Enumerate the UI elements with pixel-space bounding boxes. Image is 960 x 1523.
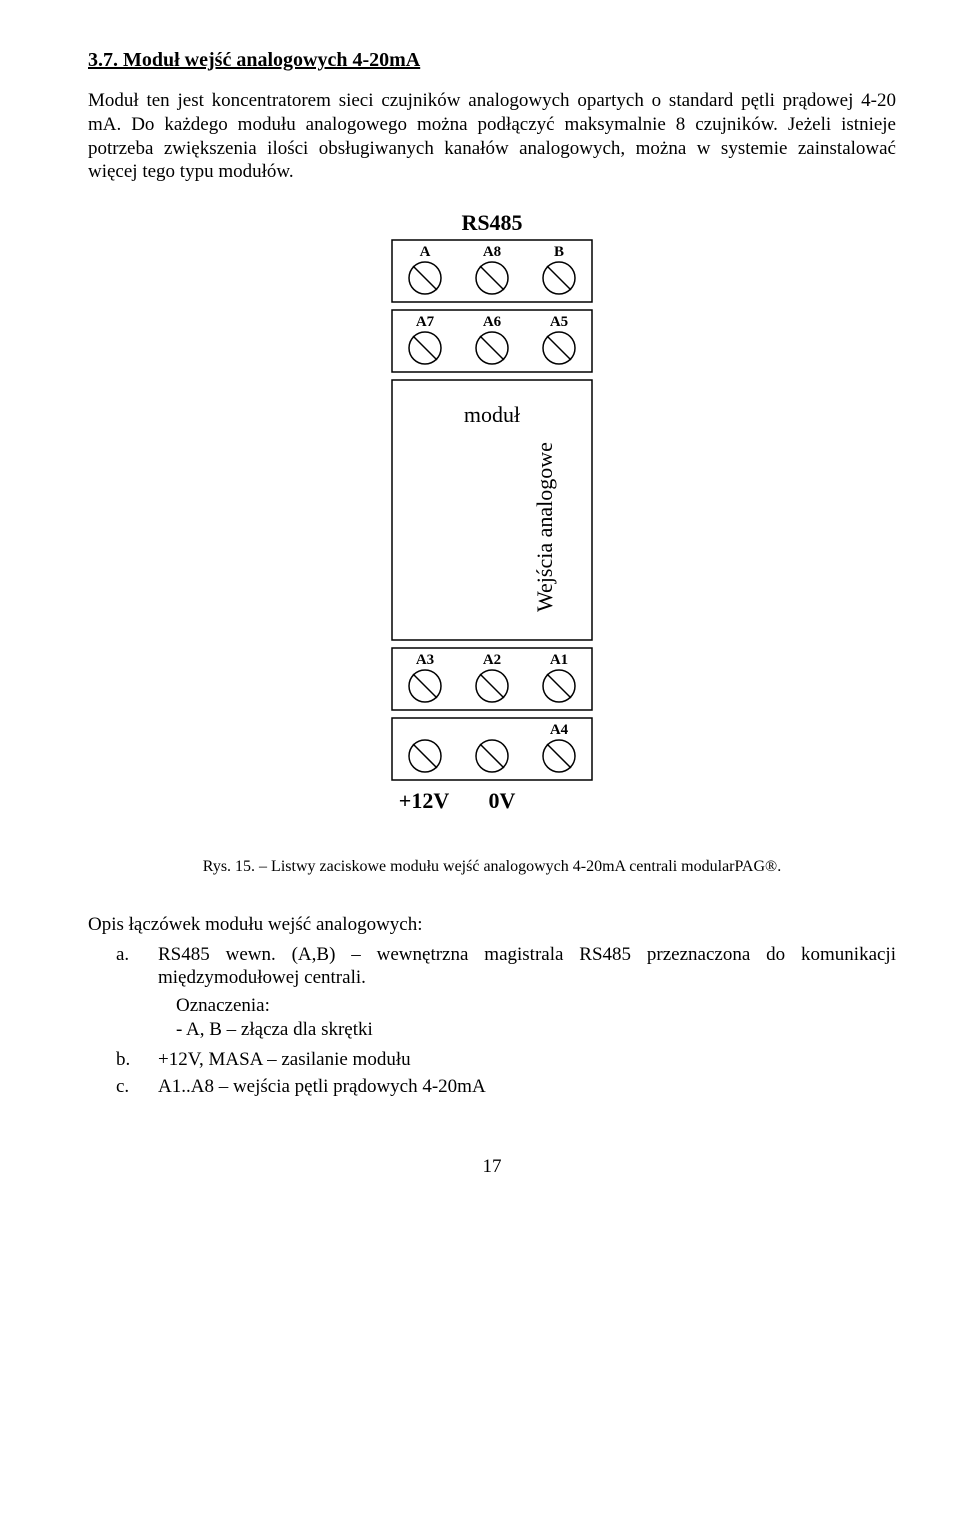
svg-text:A1: A1 <box>550 652 568 668</box>
list-marker: c. <box>88 1075 158 1099</box>
terminal-blank1 <box>409 740 441 772</box>
terminal-A6: A6 <box>476 314 508 364</box>
diagram-footer-0v: 0V <box>489 788 516 813</box>
svg-text:A6: A6 <box>483 314 502 330</box>
list-a-sub: Oznaczenia: - A, B – złącza dla skrętki <box>176 994 896 1042</box>
sub-line-1: Oznaczenia: <box>176 994 896 1018</box>
diagram-header-label: RS485 <box>461 212 522 235</box>
sub-line-2: - A, B – złącza dla skrętki <box>176 1018 896 1042</box>
svg-text:A4: A4 <box>550 722 569 738</box>
list-body: RS485 wewn. (A,B) – wewnętrzna magistral… <box>158 943 896 991</box>
diagram-module-label: moduł <box>464 402 520 427</box>
diagram-footer-12v: +12V <box>399 788 450 813</box>
intro-paragraph: Moduł ten jest koncentratorem sieci czuj… <box>88 89 896 184</box>
diagram-side-label: Wejścia analogowe <box>532 442 557 612</box>
list-item-a: a. RS485 wewn. (A,B) – wewnętrzna magist… <box>88 943 896 991</box>
list-body: A1..A8 – wejścia pętli prądowych 4-20mA <box>158 1075 896 1099</box>
terminal-A3: A3 <box>409 652 441 702</box>
terminal-B: B <box>543 244 575 294</box>
list-heading: Opis łączówek modułu wejść analogowych: <box>88 913 896 937</box>
list-marker: a. <box>88 943 158 991</box>
svg-text:A5: A5 <box>550 314 568 330</box>
terminal-A8: A8 <box>476 244 508 294</box>
terminal-A4: A4 <box>543 722 575 772</box>
list-marker: b. <box>88 1048 158 1072</box>
svg-text:A3: A3 <box>416 652 434 668</box>
section-heading: 3.7. Moduł wejść analogowych 4-20mA <box>88 48 896 73</box>
svg-text:A7: A7 <box>416 314 435 330</box>
terminal-A: A <box>409 244 441 294</box>
svg-text:A: A <box>420 244 431 260</box>
terminal-A7: A7 <box>409 314 441 364</box>
svg-text:A8: A8 <box>483 244 501 260</box>
figure-caption: Rys. 15. – Listwy zaciskowe modułu wejść… <box>88 857 896 877</box>
terminal-A2: A2 <box>476 652 508 702</box>
list-body: +12V, MASA – zasilanie modułu <box>158 1048 896 1072</box>
description-list: a. RS485 wewn. (A,B) – wewnętrzna magist… <box>88 943 896 1100</box>
list-item-c: c. A1..A8 – wejścia pętli prądowych 4-20… <box>88 1075 896 1099</box>
page-number: 17 <box>88 1155 896 1179</box>
terminal-blank2 <box>476 740 508 772</box>
svg-text:B: B <box>554 244 564 260</box>
terminal-A1: A1 <box>543 652 575 702</box>
module-diagram: RS485 A A8 B A7 A6 <box>88 212 896 829</box>
terminal-A5: A5 <box>543 314 575 364</box>
list-item-b: b. +12V, MASA – zasilanie modułu <box>88 1048 896 1072</box>
svg-text:A2: A2 <box>483 652 501 668</box>
